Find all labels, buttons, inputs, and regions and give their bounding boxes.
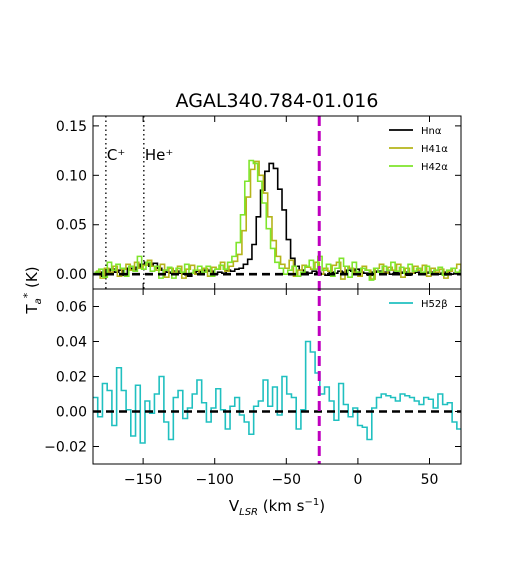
bottom-axes: −0.02 0.00 0.02 0.04 0.06	[44, 300, 461, 456]
xtick-label-4: 50	[421, 472, 439, 488]
ytick-label-top-1: 0.05	[56, 218, 87, 234]
marker-label-0: C⁺	[107, 146, 125, 164]
legend-label-top-0: Hnα	[421, 126, 442, 137]
bottom-frame	[92, 288, 462, 465]
legend-label-top-2: H42α	[421, 162, 448, 173]
bottom-legend: H52β	[389, 299, 448, 310]
xtick-label-0: −150	[124, 472, 162, 488]
series-line-top-1	[95, 160, 461, 280]
series-line-top-0	[93, 162, 461, 277]
ytick-label-top-2: 0.10	[56, 168, 87, 184]
ytick-label-bottom-3: 0.04	[56, 335, 87, 351]
xtick-label-1: −100	[195, 472, 233, 488]
ytick-label-bottom-4: 0.06	[56, 300, 87, 316]
series-line-top-2	[94, 159, 461, 281]
x-axis: −150 −100 −50 0 50	[124, 116, 439, 488]
series-line-bottom-0	[93, 340, 461, 444]
top-series-group	[93, 116, 461, 289]
legend-label-top-1: H41α	[421, 144, 448, 155]
ytick-label-top-3: 0.15	[56, 119, 87, 135]
xtick-label-2: −50	[272, 472, 302, 488]
chart-title: AGAL340.784-01.016	[176, 90, 379, 112]
top-panel: C⁺ He⁺ 0.00 0.05 0.10 0.15 Hnα H41α H42α	[56, 116, 461, 289]
bottom-series-group	[93, 340, 461, 444]
ytick-label-bottom-2: 0.02	[56, 370, 87, 386]
top-legend: Hnα H41α H42α	[389, 126, 448, 173]
x-axis-label: VLSR (km s−1)	[229, 497, 325, 518]
top-axes: C⁺ He⁺ 0.00 0.05 0.10 0.15	[56, 119, 461, 283]
marker-label-1: He⁺	[145, 146, 173, 164]
ytick-label-bottom-0: −0.02	[44, 440, 87, 456]
ytick-label-bottom-1: 0.00	[56, 405, 87, 421]
xtick-label-3: 0	[353, 472, 362, 488]
plot-frame	[92, 115, 462, 465]
y-axis-label: Ta* (K)	[21, 266, 44, 314]
legend-label-bottom-0: H52β	[421, 299, 448, 310]
ytick-label-top-0: 0.00	[56, 267, 87, 283]
bottom-panel: −0.02 0.00 0.02 0.04 0.06 H52β	[44, 299, 461, 456]
